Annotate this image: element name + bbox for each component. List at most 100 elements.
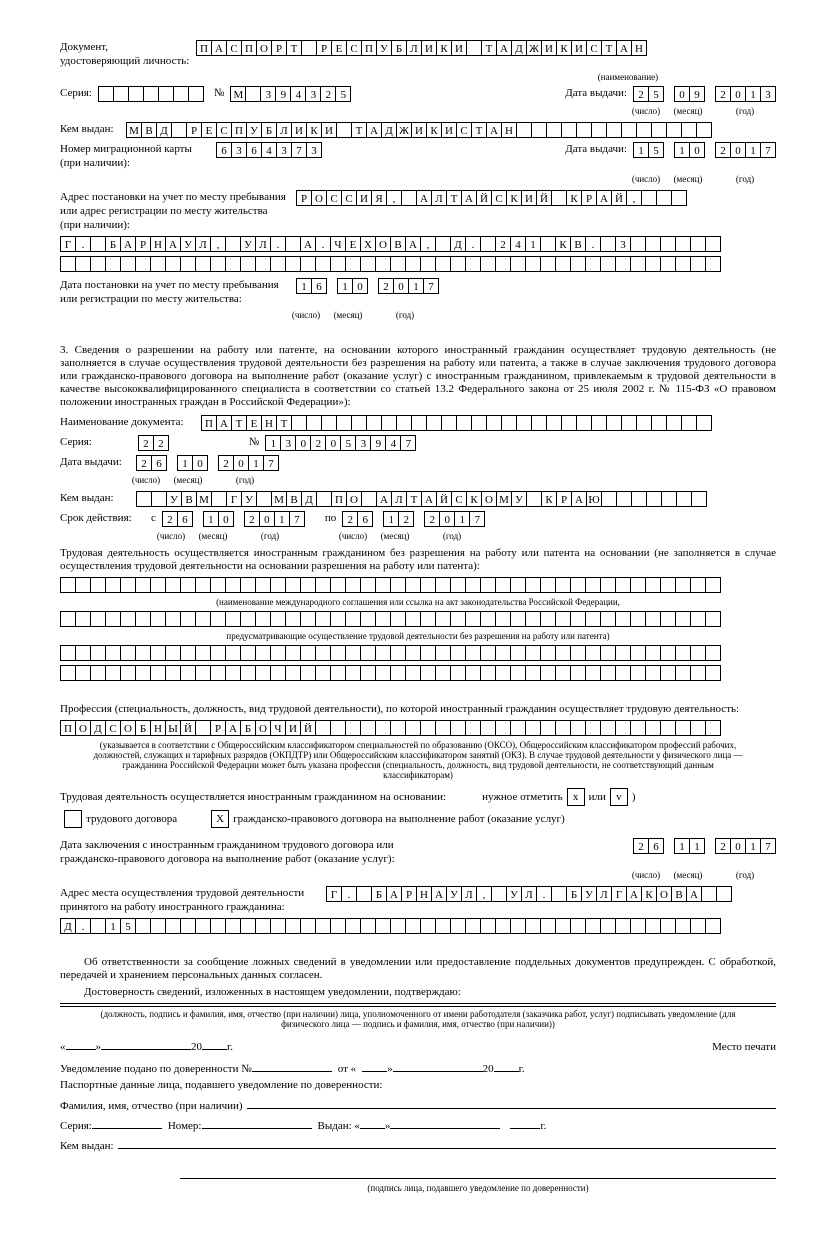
sig-proxy-note: (подпись лица, подавшего уведомление по … — [180, 1183, 776, 1193]
permit-month: 10 — [177, 455, 208, 471]
permit-issued-label: Кем выдан: — [60, 491, 130, 505]
year-g: г. — [227, 1041, 233, 1053]
addr-line2: Г.БАРНАУЛ,УЛ.А.ЧЕХОВА,Д.241КВ.3 — [60, 236, 721, 252]
pby-blank[interactable] — [118, 1136, 776, 1149]
doc-type-label: Документ, удостоверяющий личность: — [60, 40, 190, 68]
date-issue-month: 09 — [674, 86, 705, 102]
pissued-day-blank[interactable] — [360, 1116, 385, 1129]
permit-issued-cells: УВМГУМВДПОАЛТАЙСКОМУКРАЮ — [136, 491, 707, 507]
prof-para: Профессия (специальность, должность, вид… — [60, 703, 776, 716]
date-year-blank[interactable] — [202, 1037, 227, 1050]
series-cells — [98, 86, 204, 102]
term-to-year: 2017 — [424, 511, 485, 527]
doc-name-cells: ПАСПОРТРЕСПУБЛИКИТАДЖИКИСТАН — [196, 40, 647, 56]
permit-series: 22 — [138, 435, 169, 451]
sub-year-6: (год) — [421, 531, 483, 541]
sub-day: (число) — [630, 106, 662, 116]
sub-day-6: (число) — [337, 531, 369, 541]
doc-name-sub: (наименование) — [480, 72, 776, 82]
note2: предусматривающие осуществление трудовой… — [60, 631, 776, 641]
work-addr-line2: Д.15 — [60, 918, 721, 934]
permit-num-label: № — [249, 435, 260, 449]
sub-month-4: (месяц) — [172, 475, 204, 485]
stamp-label: Место печати — [712, 1041, 776, 1053]
sub-day-7: (число) — [630, 870, 662, 880]
or-label: или — [589, 791, 606, 803]
permit-series-label: Серия: — [60, 435, 92, 449]
permit-to: по — [325, 511, 336, 525]
issued-by-label: Кем выдан: — [60, 122, 120, 136]
sub-day-3: (число) — [290, 310, 322, 320]
proxy-month-blank[interactable] — [393, 1059, 483, 1072]
contract-month: 11 — [674, 838, 705, 854]
contract-year: 2017 — [715, 838, 776, 854]
proxy-num-blank[interactable] — [252, 1059, 332, 1072]
pissued-label: Выдан: « — [318, 1120, 360, 1132]
date-issue-day: 25 — [633, 86, 664, 102]
permit-num: 1302053947 — [265, 435, 416, 451]
permit-from: с — [151, 511, 156, 525]
mark-x-box: x — [567, 788, 585, 806]
sub-year-2: (год) — [714, 174, 776, 184]
permit-term-label: Срок действия: — [60, 511, 145, 525]
basis-row3 — [60, 645, 721, 661]
passport-proxy-label: Паспортные данные лица, подавшего уведом… — [60, 1079, 776, 1092]
sub-year-5: (год) — [239, 531, 301, 541]
issued-by-cells: МВДРЕСПУБЛИКИТАДЖИКИСТАН — [126, 122, 712, 138]
year-g-2: г. — [519, 1063, 525, 1075]
section-3-text: 3. Сведения о разрешении на работу или п… — [60, 344, 776, 409]
term-to-month: 12 — [383, 511, 414, 527]
mig-card-cells: 6364373 — [216, 142, 322, 158]
sub-year-4: (год) — [214, 475, 276, 485]
pseries-blank[interactable] — [92, 1116, 162, 1129]
sub-year-3: (год) — [374, 310, 436, 320]
mig-date-label: Дата выдачи: — [565, 142, 627, 156]
permit-name-label: Наименование документа: — [60, 415, 195, 429]
sub-month: (месяц) — [672, 106, 704, 116]
mig-year: 2017 — [715, 142, 776, 158]
pissued-month-blank[interactable] — [390, 1116, 500, 1129]
mig-card-label: Номер миграционной карты (при наличии): — [60, 142, 210, 170]
pby-label: Кем выдан: — [60, 1140, 114, 1152]
sub-day-2: (число) — [630, 174, 662, 184]
date-issue-year: 2013 — [715, 86, 776, 102]
prof-cells: ПОДСОБНЫЙРАБОЧИЙ — [60, 720, 721, 736]
fio-blank[interactable] — [247, 1096, 776, 1109]
mig-month: 10 — [674, 142, 705, 158]
sub-day-4: (число) — [130, 475, 162, 485]
civil-contract-checkbox[interactable]: X — [211, 810, 229, 828]
term-to-day: 26 — [342, 511, 373, 527]
addr-line1: РОССИЯ,АЛТАЙСКИЙКРАЙ, — [296, 190, 687, 206]
term-from-year: 2017 — [244, 511, 305, 527]
proxy-year-blank[interactable] — [494, 1059, 519, 1072]
sub-year: (год) — [714, 106, 776, 116]
addr-label: Адрес постановки на учет по месту пребыв… — [60, 190, 290, 232]
year-20-2: 20 — [483, 1063, 494, 1075]
mig-day: 15 — [633, 142, 664, 158]
term-from-month: 10 — [203, 511, 234, 527]
confirm-para: Достоверность сведений, изложенных в нас… — [60, 986, 776, 999]
work-addr-line1: Г.БАРНАУЛ,УЛ.БУЛГАКОВА — [326, 886, 732, 902]
year-g-3: г. — [540, 1120, 546, 1132]
pseries-label: Серия: — [60, 1120, 92, 1132]
contract-day: 26 — [633, 838, 664, 854]
pnumber-label: Номер: — [168, 1120, 202, 1132]
proxy-day-blank[interactable] — [362, 1059, 387, 1072]
sub-month-5: (месяц) — [197, 531, 229, 541]
civil-contract-label: гражданско-правового договора на выполне… — [233, 812, 565, 826]
year-20: 20 — [191, 1041, 202, 1053]
pnumber-blank[interactable] — [202, 1116, 312, 1129]
labor-contract-checkbox[interactable] — [64, 810, 82, 828]
prof-note: (указывается в соответствии с Общероссий… — [60, 740, 776, 780]
proxy-sig-line[interactable] — [180, 1166, 776, 1179]
reg-date-label: Дата постановки на учет по месту пребыва… — [60, 278, 290, 306]
date-month-blank[interactable] — [101, 1037, 191, 1050]
basis-row4 — [60, 665, 721, 681]
fio-label: Фамилия, имя, отчество (при наличии) — [60, 1100, 243, 1112]
series-label: Серия: — [60, 86, 92, 100]
work-addr-label: Адрес места осуществления трудовой деяте… — [60, 886, 320, 914]
warn-para: Об ответственности за сообщение ложных с… — [60, 956, 776, 982]
pissued-year-blank[interactable] — [510, 1116, 540, 1129]
num-cells: М394325 — [230, 86, 351, 102]
date-day-blank[interactable] — [66, 1037, 96, 1050]
